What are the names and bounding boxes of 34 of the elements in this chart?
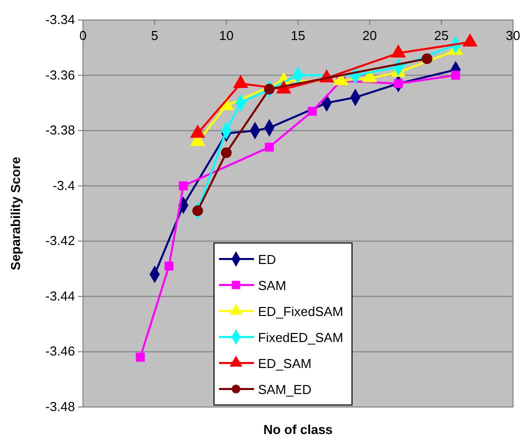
point — [264, 142, 274, 152]
point — [192, 205, 204, 216]
y-tick-label: -3.42 — [45, 233, 75, 248]
x-tick-label: 15 — [290, 28, 306, 43]
y-axis-title: Separability Score — [8, 156, 23, 270]
point — [164, 262, 174, 270]
legend-label: SAM — [258, 278, 286, 293]
point — [394, 79, 403, 88]
legend-label: SAM_ED — [258, 382, 312, 397]
x-tick-label: 20 — [362, 28, 377, 43]
x-axis-title: No of class — [263, 422, 333, 437]
point — [451, 70, 460, 80]
x-tick-label: 0 — [79, 28, 87, 43]
y-tick-label: -3.34 — [45, 12, 75, 27]
point — [422, 53, 432, 64]
y-tick-label: -3.44 — [45, 288, 75, 304]
y-tick-label: -3.36 — [45, 67, 75, 82]
x-tick-label: 5 — [151, 28, 158, 43]
y-tick-label: -3.4 — [52, 178, 75, 193]
legend-label: ED_SAM — [258, 356, 312, 371]
y-tick-label: -3.48 — [45, 399, 75, 414]
legend-label: ED — [258, 252, 276, 267]
x-tick-label: 25 — [434, 28, 449, 43]
point — [308, 106, 317, 116]
point — [178, 181, 188, 190]
legend-label: ED_FixedSAM — [258, 304, 344, 319]
point — [136, 352, 145, 362]
point — [264, 84, 275, 94]
x-tick-label: 30 — [506, 28, 520, 43]
legend-label: FixedED_SAM — [258, 330, 344, 345]
y-tick-label: -3.46 — [45, 344, 75, 359]
x-tick-label: 10 — [219, 28, 234, 43]
point — [220, 147, 232, 158]
y-tick-label: -3.38 — [45, 122, 75, 138]
